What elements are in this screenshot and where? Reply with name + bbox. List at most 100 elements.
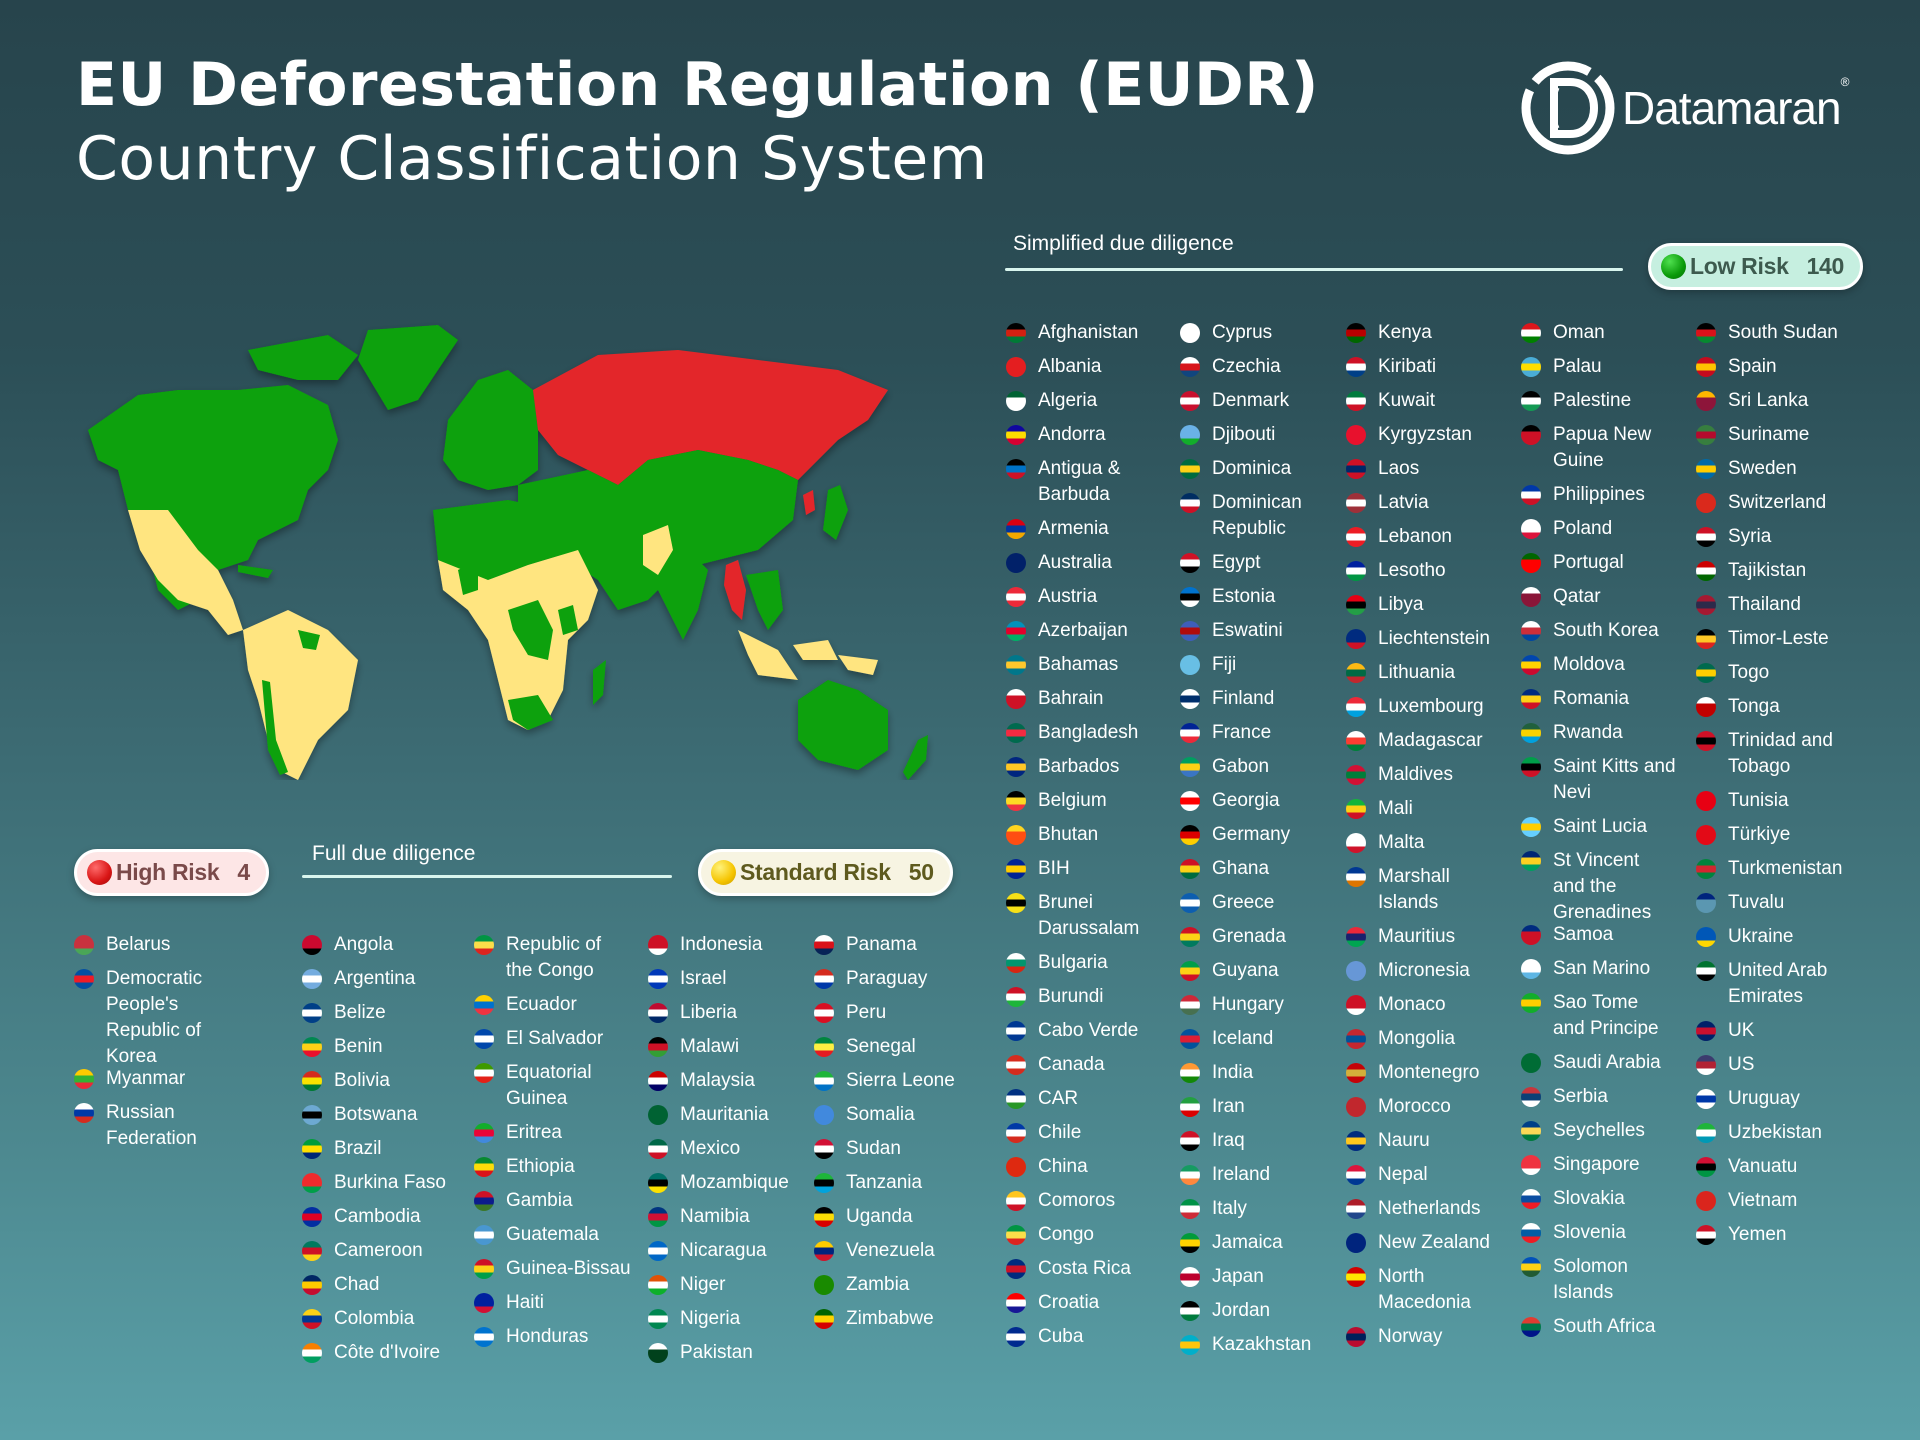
country-item-angola: Angola	[302, 932, 393, 958]
country-name: Suriname	[1728, 424, 1810, 445]
country-item-cabo-verde: Cabo Verde	[1006, 1018, 1138, 1044]
country-item-netherlands: Netherlands	[1346, 1196, 1480, 1222]
flag-icon	[1180, 1165, 1200, 1185]
flag-icon	[1180, 723, 1200, 743]
country-name: Ukraine	[1728, 926, 1794, 947]
country-item-togo: Togo	[1696, 660, 1769, 686]
country-item-tuvalu: Tuvalu	[1696, 890, 1784, 916]
flag-icon	[1521, 993, 1541, 1013]
country-item-el-salvador: El Salvador	[474, 1026, 603, 1052]
flag-icon	[1346, 867, 1366, 887]
flag-icon	[1696, 1089, 1716, 1109]
country-item-austria: Austria	[1006, 584, 1097, 610]
flag-icon	[1006, 391, 1026, 411]
country-item-kyrgyzstan: Kyrgyzstan	[1346, 422, 1472, 448]
country-item-uzbekistan: Uzbekistan	[1696, 1120, 1822, 1146]
country-name: Monaco	[1378, 994, 1446, 1015]
country-item-uruguay: Uruguay	[1696, 1086, 1800, 1112]
country-name: Luxembourg	[1378, 696, 1484, 717]
flag-icon	[1696, 561, 1716, 581]
flag-icon	[1696, 893, 1716, 913]
country-name: Malaysia	[680, 1070, 755, 1091]
country-item-samoa: Samoa	[1521, 922, 1613, 948]
flag-icon	[1180, 961, 1200, 981]
flag-icon	[1696, 859, 1716, 879]
country-item-bahrain: Bahrain	[1006, 686, 1104, 712]
country-item-lithuania: Lithuania	[1346, 660, 1455, 686]
country-item-spain: Spain	[1696, 354, 1777, 380]
country-name: Kyrgyzstan	[1378, 424, 1472, 445]
country-name: Hungary	[1212, 994, 1284, 1015]
country-item-palau: Palau	[1521, 354, 1602, 380]
flag-icon	[1006, 1089, 1026, 1109]
country-item-grenada: Grenada	[1180, 924, 1286, 950]
red-dot-icon	[87, 860, 112, 885]
flag-icon	[814, 935, 834, 955]
flag-icon	[1521, 925, 1541, 945]
country-item-andorra: Andorra	[1006, 422, 1106, 448]
flag-icon	[1521, 1223, 1541, 1243]
world-map	[58, 310, 958, 780]
country-name: Botswana	[334, 1104, 418, 1125]
flag-icon	[648, 1173, 668, 1193]
country-name: Oman	[1553, 322, 1605, 343]
country-item-slovenia: Slovenia	[1521, 1220, 1626, 1246]
country-item-tajikistan: Tajikistan	[1696, 558, 1806, 584]
flag-icon	[474, 1225, 494, 1245]
country-item-lesotho: Lesotho	[1346, 558, 1446, 584]
country-item-italy: Italy	[1180, 1196, 1247, 1222]
flag-icon	[1006, 689, 1026, 709]
country-item-thailand: Thailand	[1696, 592, 1801, 618]
country-name: Uzbekistan	[1728, 1122, 1822, 1143]
flag-icon	[302, 1105, 322, 1125]
flag-icon	[1521, 689, 1541, 709]
country-item-turkmenistan: Turkmenistan	[1696, 856, 1842, 882]
flag-icon	[474, 1191, 494, 1211]
country-name: Palestine	[1553, 390, 1632, 411]
country-item-slovakia: Slovakia	[1521, 1186, 1625, 1212]
flag-icon	[1006, 587, 1026, 607]
flag-icon	[1521, 1189, 1541, 1209]
country-name: Germany	[1212, 824, 1291, 845]
country-name: Tanzania	[846, 1172, 923, 1193]
country-name: Japan	[1212, 1266, 1264, 1287]
country-item-eritrea: Eritrea	[474, 1120, 562, 1146]
low-risk-count: 140	[1806, 253, 1845, 279]
flag-icon	[1696, 459, 1716, 479]
country-item-tunisia: Tunisia	[1696, 788, 1789, 814]
flag-icon	[1180, 493, 1200, 513]
country-item-tonga: Tonga	[1696, 694, 1780, 720]
flag-icon	[1346, 527, 1366, 547]
country-item-georgia: Georgia	[1180, 788, 1280, 814]
country-name: China	[1038, 1156, 1088, 1177]
country-item-burkina-faso: Burkina Faso	[302, 1170, 446, 1196]
country-item-romania: Romania	[1521, 686, 1629, 712]
country-item-chad: Chad	[302, 1272, 379, 1298]
flag-icon	[814, 1309, 834, 1329]
country-item-democratic-people-s-republic-of-korea: Democratic People's Republic of Korea	[74, 966, 202, 1070]
country-item-laos: Laos	[1346, 456, 1419, 482]
flag-icon	[814, 1275, 834, 1295]
country-name: Mozambique	[680, 1172, 789, 1193]
country-name: Kazakhstan	[1212, 1334, 1312, 1355]
country-name: Grenada	[1212, 926, 1286, 947]
country-name: Kenya	[1378, 322, 1432, 343]
country-item-solomon-islands: Solomon Islands	[1521, 1254, 1628, 1306]
flag-icon	[302, 935, 322, 955]
country-item-vanuatu: Vanuatu	[1696, 1154, 1797, 1180]
full-due-diligence-label: Full due diligence	[312, 842, 476, 865]
flag-icon	[474, 1029, 494, 1049]
country-item-canada: Canada	[1006, 1052, 1105, 1078]
flag-icon	[1006, 553, 1026, 573]
country-item-ireland: Ireland	[1180, 1162, 1270, 1188]
country-item-qatar: Qatar	[1521, 584, 1601, 610]
country-item-sao-tome-and-principe: Sao Tome and Principe	[1521, 990, 1659, 1042]
country-item-afghanistan: Afghanistan	[1006, 320, 1138, 346]
country-name: South Africa	[1553, 1316, 1656, 1337]
country-item-papua-new-guine: Papua New Guine	[1521, 422, 1651, 474]
country-name: Eritrea	[506, 1122, 562, 1143]
flag-icon	[1696, 357, 1716, 377]
country-name: Andorra	[1038, 424, 1106, 445]
country-item-iceland: Iceland	[1180, 1026, 1273, 1052]
country-name: Nigeria	[680, 1308, 741, 1329]
